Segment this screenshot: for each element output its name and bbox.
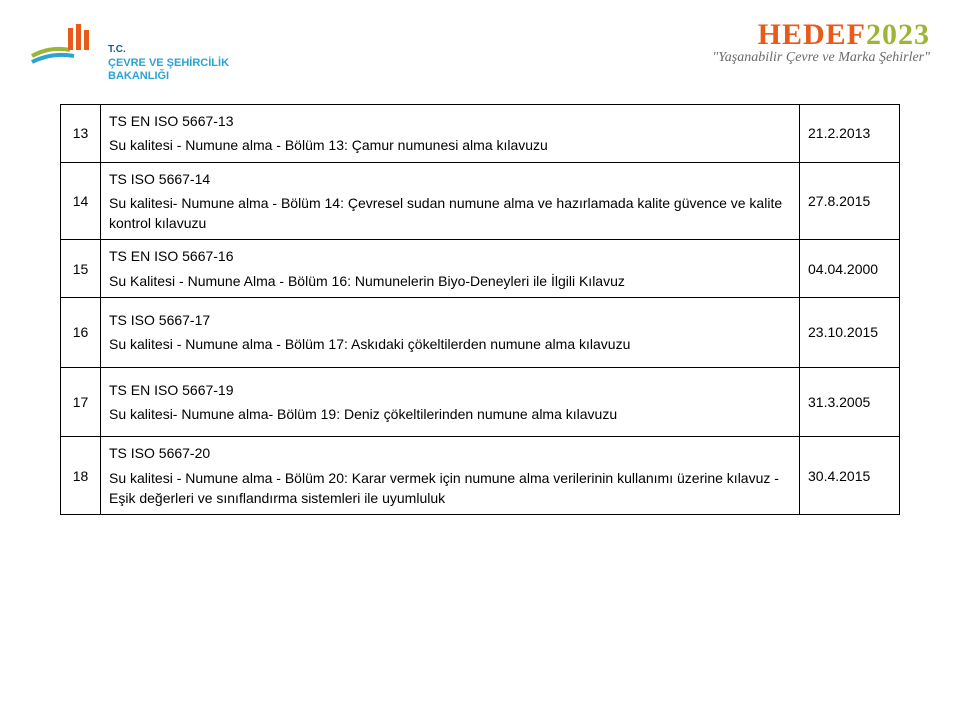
standard-desc: Su kalitesi - Numune alma - Bölüm 17: As… [109,336,630,352]
hedef-brand: HEDEF2023 [712,18,930,52]
row-date: 04.04.2000 [800,240,900,298]
standard-desc: Su Kalitesi - Numune Alma - Bölüm 16: Nu… [109,273,625,289]
row-description: TS EN ISO 5667-19 Su kalitesi- Numune al… [101,367,800,437]
table-row: 18 TS ISO 5667-20 Su kalitesi - Numune a… [61,437,900,515]
row-number: 14 [61,162,101,240]
row-description: TS ISO 5667-17 Su kalitesi - Numune alma… [101,298,800,368]
ministry-line3: BAKANLIĞI [108,70,229,84]
standard-desc: Su kalitesi- Numune alma - Bölüm 14: Çev… [109,195,782,231]
row-number: 15 [61,240,101,298]
table-row: 16 TS ISO 5667-17 Su kalitesi - Numune a… [61,298,900,368]
standard-code: TS ISO 5667-14 [109,169,791,189]
table-row: 13 TS EN ISO 5667-13 Su kalitesi - Numun… [61,105,900,163]
row-number: 18 [61,437,101,515]
standard-code: TS EN ISO 5667-13 [109,111,791,131]
standard-desc: Su kalitesi - Numune alma - Bölüm 20: Ka… [109,470,779,506]
hedef-text-1: HEDEF [758,18,866,51]
row-number: 17 [61,367,101,437]
standard-code: TS ISO 5667-17 [109,310,791,330]
ministry-line2: ÇEVRE VE ŞEHİRCİLİK [108,57,229,71]
standard-desc: Su kalitesi- Numune alma- Bölüm 19: Deni… [109,406,617,422]
ministry-line1: T.C. [108,44,229,57]
table-row: 14 TS ISO 5667-14 Su kalitesi- Numune al… [61,162,900,240]
row-number: 13 [61,105,101,163]
ministry-logo: T.C. ÇEVRE VE ŞEHİRCİLİK BAKANLIĞI [30,18,229,84]
row-description: TS EN ISO 5667-13 Su kalitesi - Numune a… [101,105,800,163]
standard-code: TS ISO 5667-20 [109,443,791,463]
ministry-logo-text: T.C. ÇEVRE VE ŞEHİRCİLİK BAKANLIĞI [108,44,229,84]
standard-code: TS EN ISO 5667-16 [109,246,791,266]
row-date: 31.3.2005 [800,367,900,437]
standard-code: TS EN ISO 5667-19 [109,380,791,400]
table-row: 17 TS EN ISO 5667-19 Su kalitesi- Numune… [61,367,900,437]
table-row: 15 TS EN ISO 5667-16 Su Kalitesi - Numun… [61,240,900,298]
content-area: 13 TS EN ISO 5667-13 Su kalitesi - Numun… [0,94,960,535]
row-date: 30.4.2015 [800,437,900,515]
header: T.C. ÇEVRE VE ŞEHİRCİLİK BAKANLIĞI HEDEF… [0,0,960,94]
row-date: 21.2.2013 [800,105,900,163]
row-date: 27.8.2015 [800,162,900,240]
row-description: TS ISO 5667-14 Su kalitesi- Numune alma … [101,162,800,240]
row-description: TS ISO 5667-20 Su kalitesi - Numune alma… [101,437,800,515]
standard-desc: Su kalitesi - Numune alma - Bölüm 13: Ça… [109,137,548,153]
ministry-logo-icon [30,18,100,78]
standards-table: 13 TS EN ISO 5667-13 Su kalitesi - Numun… [60,104,900,515]
hedef-text-2: 2023 [866,18,930,51]
row-description: TS EN ISO 5667-16 Su Kalitesi - Numune A… [101,240,800,298]
row-number: 16 [61,298,101,368]
row-date: 23.10.2015 [800,298,900,368]
hedef-logo: HEDEF2023 "Yaşanabilir Çevre ve Marka Şe… [712,18,930,66]
hedef-tagline: "Yaşanabilir Çevre ve Marka Şehirler" [712,50,930,66]
